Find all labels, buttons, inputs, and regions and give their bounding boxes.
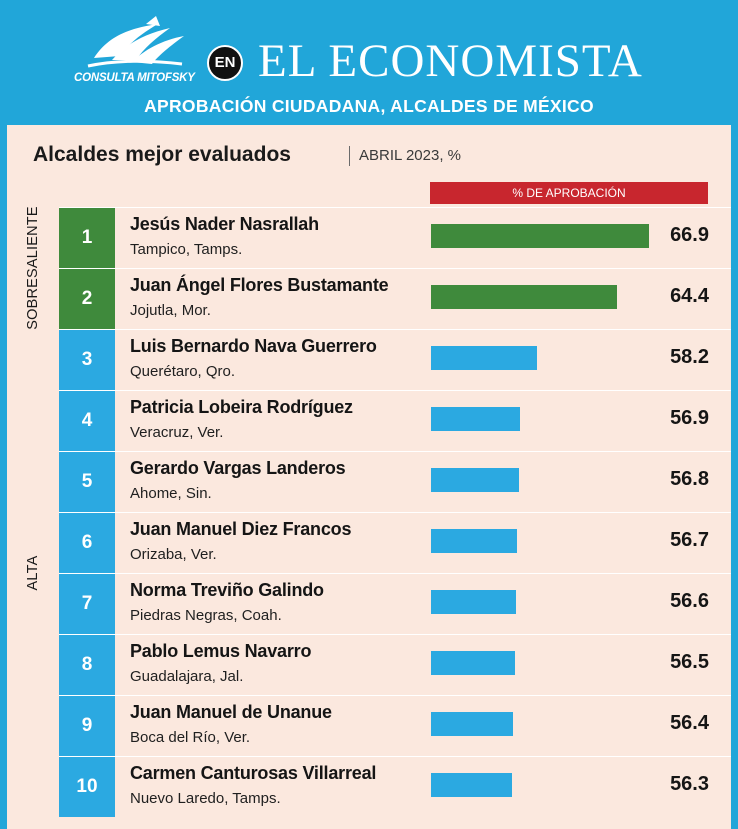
mayor-name: Pablo Lemus Navarro	[130, 641, 312, 661]
mayor-city: Guadalajara, Jal.	[130, 668, 244, 685]
chart-panel: Alcaldes mejor evaluados ABRIL 2023, % %…	[7, 125, 731, 829]
approval-value: 64.4	[670, 285, 709, 307]
category-band: SOBRESALIENTE	[7, 206, 59, 330]
publication-title: EL ECONOMISTA	[258, 35, 643, 87]
mayor-city: Piedras Negras, Coah.	[130, 607, 282, 624]
mayor-name: Juan Ángel Flores Bustamante	[130, 275, 389, 295]
rank-cell: 9	[59, 696, 115, 756]
logo-text: CONSULTA MITOFSKY	[74, 72, 195, 84]
rank-cell: 2	[59, 269, 115, 329]
approval-value: 56.9	[670, 407, 709, 429]
approval-bar	[431, 590, 516, 614]
approval-value: 66.9	[670, 224, 709, 246]
en-badge: EN	[207, 45, 243, 81]
category-band: ALTA	[7, 329, 59, 817]
mayor-city: Orizaba, Ver.	[130, 546, 217, 563]
mayor-city: Ahome, Sin.	[130, 485, 212, 502]
category-label: SOBRESALIENTE	[25, 206, 41, 330]
mayor-name: Carmen Canturosas Villarreal	[130, 763, 377, 783]
value-column-header: % DE APROBACIÓN	[430, 182, 708, 204]
table-row: 9 Juan Manuel de Unanue Boca del Río, Ver.…	[59, 695, 731, 756]
approval-value: 56.6	[670, 590, 709, 612]
rank-cell: 6	[59, 513, 115, 573]
rank-cell: 1	[59, 208, 115, 268]
table-row: 7 Norma Treviño Galindo Piedras Negras, Co…	[59, 573, 731, 634]
approval-bar	[431, 346, 537, 370]
rank-cell: 3	[59, 330, 115, 390]
rank-cell: 10	[59, 757, 115, 817]
approval-value: 58.2	[670, 346, 709, 368]
chart-title: Alcaldes mejor evaluados	[33, 143, 291, 166]
title-separator	[349, 146, 350, 166]
mayor-city: Jojutla, Mor.	[130, 302, 211, 319]
table-row: 2 Juan Ángel Flores Bustamante Jojutla, Mo…	[59, 268, 731, 329]
category-label: ALTA	[25, 555, 41, 591]
mayor-city: Tampico, Tamps.	[130, 241, 243, 258]
table-row: 6 Juan Manuel Diez Francos Orizaba, Ver. 56…	[59, 512, 731, 573]
approval-value: 56.3	[670, 773, 709, 795]
chart-subtitle: APROBACIÓN CIUDADANA, ALCALDES DE MÉXICO	[144, 96, 594, 116]
mayor-name: Gerardo Vargas Landeros	[130, 458, 346, 478]
mayor-city: Boca del Río, Ver.	[130, 729, 251, 746]
approval-value: 56.7	[670, 529, 709, 551]
mayor-name: Juan Manuel Diez Francos	[130, 519, 352, 539]
approval-bar	[431, 407, 520, 431]
rank-cell: 7	[59, 574, 115, 634]
header: CONSULTA MITOFSKY EN EL ECONOMISTA APROB…	[0, 0, 738, 122]
mayor-city: Veracruz, Ver.	[130, 424, 224, 441]
table-row: 5 Gerardo Vargas Landeros Ahome, Sin. 56.8	[59, 451, 731, 512]
mayor-name: Jesús Nader Nasrallah	[130, 214, 319, 234]
approval-value: 56.4	[670, 712, 709, 734]
table-row: 8 Pablo Lemus Navarro Guadalajara, Jal. 56.…	[59, 634, 731, 695]
table-row: 10 Carmen Canturosas Villarreal Nuevo Lare…	[59, 756, 731, 817]
approval-bar	[431, 224, 649, 248]
mayor-city: Querétaro, Qro.	[130, 363, 236, 380]
approval-bar	[431, 651, 515, 675]
consulta-mitofsky-logo: CONSULTA MITOFSKY	[74, 14, 199, 90]
approval-bar	[431, 529, 517, 553]
mayor-name: Juan Manuel de Unanue	[130, 702, 332, 722]
approval-value: 56.8	[670, 468, 709, 490]
rank-cell: 4	[59, 391, 115, 451]
approval-bar	[431, 468, 519, 492]
rank-cell: 8	[59, 635, 115, 695]
mayor-name: Patricia Lobeira Rodríguez	[130, 397, 353, 417]
table-row: 1 Jesús Nader Nasrallah Tampico, Tamps. 66.…	[59, 207, 731, 268]
mayor-name: Luis Bernardo Nava Guerrero	[130, 336, 377, 356]
mitofsky-bird-icon	[87, 16, 184, 68]
chart-period: ABRIL 2023, %	[359, 147, 462, 164]
table-row: 4 Patricia Lobeira Rodríguez Veracruz, Ver…	[59, 390, 731, 451]
mayor-city: Nuevo Laredo, Tamps.	[130, 790, 281, 807]
approval-bar	[431, 773, 512, 797]
rank-cell: 5	[59, 452, 115, 512]
approval-value: 56.5	[670, 651, 709, 673]
approval-bar	[431, 712, 513, 736]
mayor-name: Norma Treviño Galindo	[130, 580, 324, 600]
table-row: 3 Luis Bernardo Nava Guerrero Querétaro, Q…	[59, 329, 731, 390]
approval-bar	[431, 285, 617, 309]
